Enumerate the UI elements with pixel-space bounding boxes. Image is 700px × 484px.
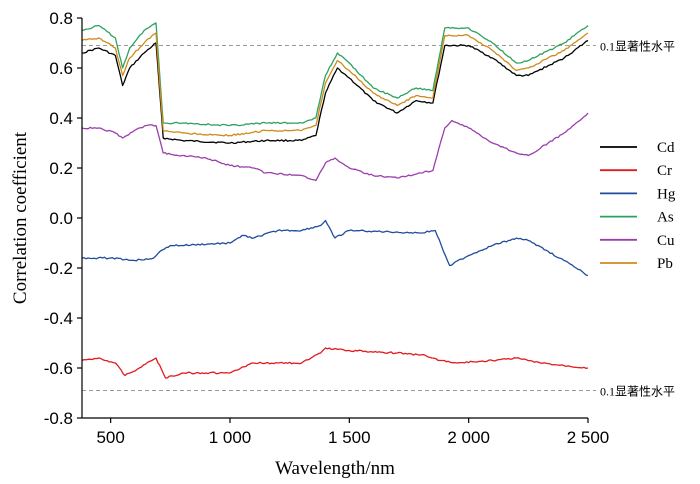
legend: Cd Cr Hg As Cu Pb <box>600 140 676 272</box>
x-tick-label: 1 000 <box>209 428 252 447</box>
y-axis-title: Correlation coefficient <box>10 131 31 304</box>
y-tick-label: -0.2 <box>44 259 73 278</box>
legend-label-cr: Cr <box>657 163 672 179</box>
legend-label-hg: Hg <box>657 186 676 202</box>
series-line-pb <box>81 32 589 137</box>
series-lines <box>81 22 589 379</box>
x-tick-label: 2 500 <box>567 428 610 447</box>
series-line-cu <box>81 112 589 182</box>
x-tick-label: 2 000 <box>447 428 490 447</box>
y-tick-label: -0.4 <box>44 309 73 328</box>
legend-label-pb: Pb <box>657 256 673 272</box>
reference-label-1: 0.1显著性水平 <box>600 385 675 399</box>
y-tick-label: 0.2 <box>49 159 73 178</box>
series-line-hg <box>81 219 589 277</box>
y-tick-label: -0.8 <box>44 409 73 428</box>
axes: -0.8 -0.6 -0.4 -0.2 0.0 0.2 0.4 0.6 0.8 500 1 000 1… <box>44 9 610 447</box>
y-tick-label: 0.0 <box>49 209 73 228</box>
legend-label-as: As <box>657 210 674 226</box>
reference-label-0: 0.1显著性水平 <box>600 40 675 54</box>
x-axis-title: Wavelength/nm <box>275 458 395 479</box>
reference-lines: 0.1显著性水平 0.1显著性水平 <box>82 40 675 399</box>
x-tick-label: 1 500 <box>328 428 371 447</box>
series-line-cd <box>82 39 589 145</box>
series-line-cr <box>81 347 589 379</box>
y-tick-label: 0.8 <box>49 9 73 28</box>
series-line-as <box>81 22 589 127</box>
legend-label-cu: Cu <box>657 233 675 249</box>
y-tick-label: 0.4 <box>49 109 73 128</box>
y-tick-label: -0.6 <box>44 359 73 378</box>
legend-label-cd: Cd <box>657 140 675 156</box>
y-tick-label: 0.6 <box>49 59 73 78</box>
x-tick-label: 500 <box>96 428 124 447</box>
